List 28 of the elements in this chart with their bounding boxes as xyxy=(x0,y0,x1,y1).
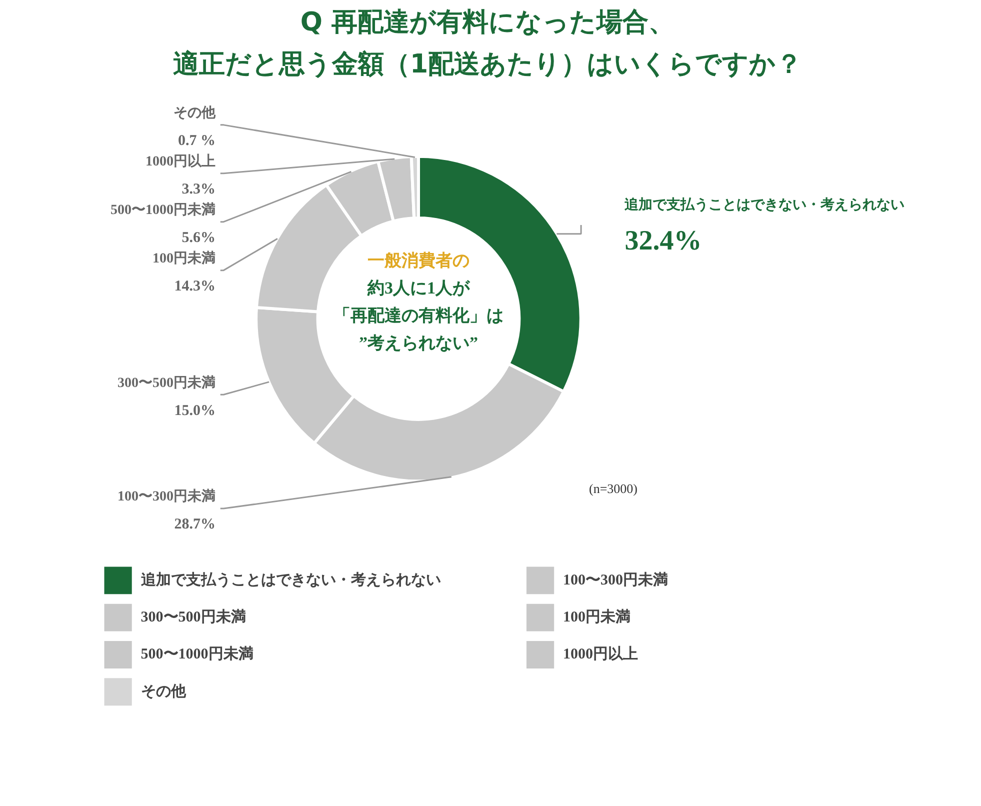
text: 一般消費者の xyxy=(367,251,470,270)
slice-label: 追加で支払うことはできない・考えられない xyxy=(624,197,905,214)
data-label: 5.6% xyxy=(182,230,216,246)
legend-label: 追加で支払うことはできない・考えられない xyxy=(140,571,441,588)
data-label: 14.3% xyxy=(174,278,216,294)
data-label: 15.0% xyxy=(174,402,216,419)
data-label: 3.3% xyxy=(182,182,216,198)
slice-label: 1000円以上 xyxy=(145,154,216,170)
text: 約3人に1人が xyxy=(366,278,470,298)
data-label: 32.4% xyxy=(624,226,702,257)
slice-label: その他 xyxy=(173,105,216,122)
legend-label: 100円未満 xyxy=(563,608,631,626)
data-label: 0.7 % xyxy=(178,133,216,150)
legend-label: 1000円以上 xyxy=(563,646,638,663)
slice-label: 300〜500円未満 xyxy=(117,374,216,391)
chart-subtitle: 適正だと思う金額（1配送あたり）はいくらですか？ xyxy=(172,50,802,80)
slice-label: 100〜300円未満 xyxy=(117,488,216,505)
chart-title: Q 再配達が有料になった場合、 xyxy=(300,8,675,38)
legend-label: 100〜300円未満 xyxy=(563,571,668,588)
slice-label: 100円未満 xyxy=(152,250,216,267)
slice-label: 500〜1000円未満 xyxy=(110,202,216,218)
legend-label: その他 xyxy=(140,682,187,700)
legend-label: 500〜1000円未満 xyxy=(140,646,254,663)
legend-label: 300〜500円未満 xyxy=(140,608,246,626)
text: ”考えられない” xyxy=(358,333,478,352)
text: (n=3000) xyxy=(588,480,638,496)
data-label: 28.7% xyxy=(174,516,216,533)
text: 「再配達の有料化」は xyxy=(333,306,504,325)
